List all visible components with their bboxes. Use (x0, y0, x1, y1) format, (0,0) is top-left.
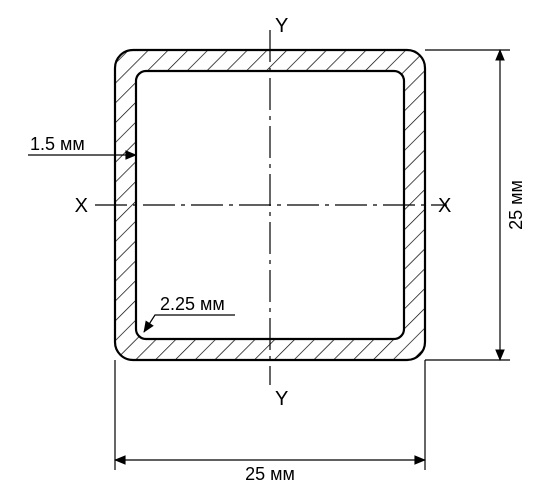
axis-label-y-top: Y (275, 15, 288, 37)
dim-wall-thickness-label: 1.5 мм (30, 134, 85, 154)
centerlines (95, 30, 447, 385)
dim-inner-radius (144, 315, 235, 332)
dim-width-label: 25 мм (245, 464, 295, 484)
dim-height-label: 25 мм (506, 180, 526, 230)
section-drawing: X X Y Y 1.5 мм 2.25 мм 25 мм 25 мм (0, 0, 560, 503)
axis-label-x-left: X (75, 195, 88, 217)
axis-label-y-bottom: Y (275, 388, 288, 410)
dim-inner-radius-label: 2.25 мм (160, 294, 225, 314)
axis-label-x-right: X (438, 195, 451, 217)
